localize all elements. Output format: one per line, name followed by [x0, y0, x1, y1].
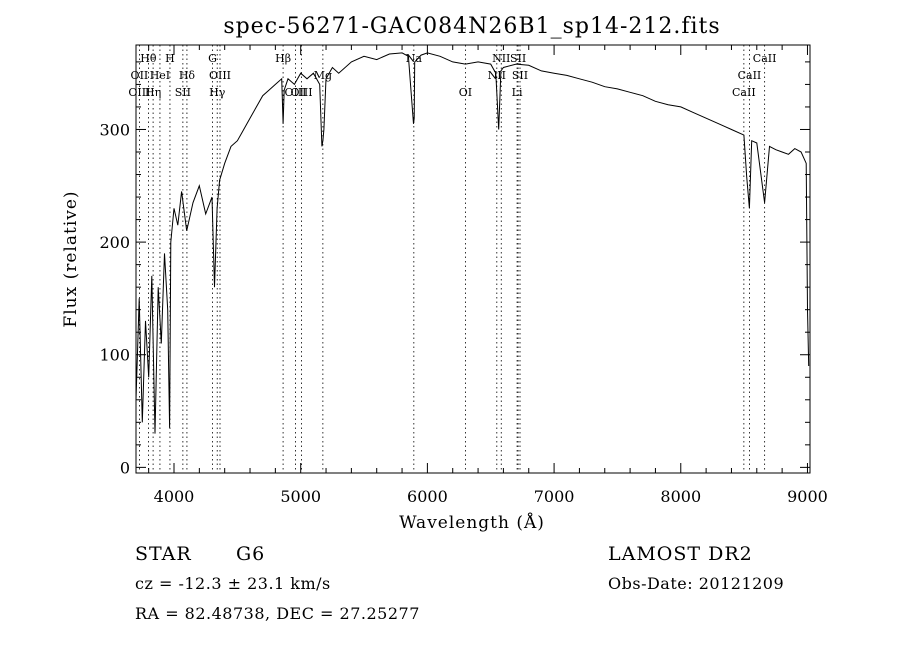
y-axis-label: Flux (relative): [61, 190, 81, 327]
spectral-line-label: OIII: [209, 69, 231, 82]
survey-name: LAMOST DR2: [608, 543, 753, 565]
redshift-text: cz = -12.3 ± 23.1 km/s: [135, 574, 331, 593]
plot-frame: [135, 44, 811, 474]
y-axis-ticks: 0 100 200 300: [99, 61, 810, 477]
spectral-line-markers: [139, 45, 766, 473]
x-tick-label: 6000: [407, 487, 448, 506]
spectral-line-label: H: [165, 52, 175, 65]
x-axis-ticks: 4000 5000 6000 7000 8000 9000: [148, 45, 828, 506]
spectral-line-label: Hγ: [209, 86, 226, 99]
coordinates-text: RA = 82.48738, DEC = 27.25277: [135, 604, 420, 623]
spectral-line-label: NII: [488, 69, 506, 82]
spectral-line-label: SII: [510, 52, 526, 65]
spectral-line-label: CaII: [732, 86, 756, 99]
spectral-line-label: Hδ: [179, 69, 196, 82]
x-tick-label: 5000: [280, 487, 321, 506]
spectral-line-label: SII: [512, 69, 528, 82]
y-tick-label: 200: [99, 233, 130, 252]
spectral-line-label: SII: [175, 86, 191, 99]
spectral-line-label: OI: [459, 86, 472, 99]
x-axis-label: Wavelength (Å): [399, 512, 545, 533]
spectral-line-label: G: [208, 52, 217, 65]
spectral-line-label: CaII: [738, 69, 762, 82]
spectral-line-labels: HθOIIOIIIHHeIHηHδSIIGOIIIHγHβOIIIOIIIMgN…: [128, 52, 776, 99]
spectral-line-label: OIII: [284, 86, 306, 99]
spectral-line-label: Mg: [314, 69, 332, 82]
x-tick-label: 4000: [154, 487, 195, 506]
spectral-line-label: HeI: [150, 69, 170, 82]
spectral-line-label: Hθ: [140, 52, 157, 65]
obs-date-text: Obs-Date: 20121209: [608, 574, 784, 593]
y-tick-label: 0: [120, 458, 130, 477]
spectral-line-label: Li: [512, 86, 523, 99]
spectrum-series-line: [135, 52, 810, 434]
spectral-line-label: NII: [492, 52, 510, 65]
x-tick-label: 7000: [534, 487, 575, 506]
spectral-line-label: Hβ: [275, 52, 291, 65]
spectral-line-label: Na: [406, 52, 423, 65]
object-subclass: G6: [236, 543, 265, 565]
spectral-line-label: OIII: [128, 86, 150, 99]
y-tick-label: 100: [99, 346, 130, 365]
x-tick-label: 9000: [787, 487, 828, 506]
spectral-line-label: OIII: [291, 86, 313, 99]
x-tick-label: 8000: [660, 487, 701, 506]
spectral-line-label: Hη: [145, 86, 161, 99]
chart-title: spec-56271-GAC084N26B1_sp14-212.fits: [223, 14, 720, 39]
spectral-line-label: CaII: [753, 52, 777, 65]
y-tick-label: 300: [99, 120, 130, 139]
spectral-line-label: OII: [131, 69, 149, 82]
object-class: STAR: [135, 543, 192, 565]
